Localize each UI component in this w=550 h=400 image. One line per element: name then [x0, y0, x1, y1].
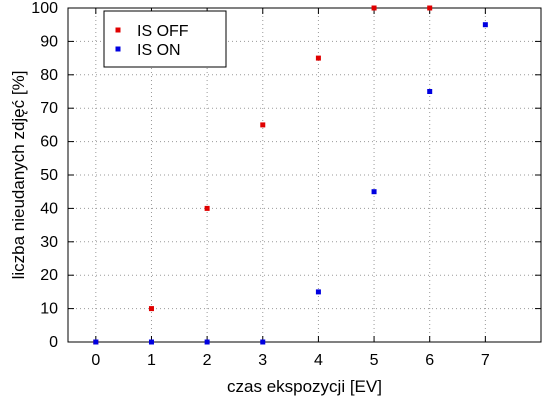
point-is-off-6: [427, 5, 433, 11]
legend-box: [103, 10, 227, 68]
x-tick-label-7: 7: [481, 352, 490, 369]
y-tick-label-90: 90: [40, 33, 58, 50]
y-tick-label-20: 20: [40, 267, 58, 284]
point-is-on-3: [260, 339, 266, 345]
point-is-on-4: [315, 289, 321, 295]
point-is-off-1: [148, 306, 154, 312]
point-is-on-6: [427, 89, 433, 94]
y-axis-label: liczba nieudanych zdjęć [%]: [9, 71, 28, 280]
y-tick-label-30: 30: [40, 234, 58, 251]
x-tick-label-3: 3: [258, 352, 267, 369]
point-is-on-0: [93, 339, 99, 345]
x-tick-label-4: 4: [314, 352, 323, 369]
point-is-off-4: [315, 55, 321, 61]
y-tick-label-70: 70: [40, 100, 58, 117]
legend-marker-is-off: [115, 27, 121, 33]
y-tick-label-40: 40: [40, 200, 58, 217]
y-tick-label-60: 60: [40, 134, 58, 151]
x-tick-label-0: 0: [91, 352, 100, 369]
y-tick-label-80: 80: [40, 67, 58, 84]
legend: IS OFF IS ON: [103, 10, 227, 68]
point-is-on-1: [148, 339, 154, 345]
y-tick-label-0: 0: [49, 334, 58, 351]
x-tick-label-6: 6: [425, 352, 434, 369]
y-tick-label-50: 50: [40, 167, 58, 184]
x-tick-label-1: 1: [147, 352, 156, 369]
y-tick-label-100: 100: [31, 0, 58, 17]
point-is-off-2: [204, 205, 210, 211]
point-is-on-7: [482, 22, 488, 28]
x-tick-label-2: 2: [203, 352, 212, 369]
data-points: [93, 5, 488, 345]
x-tick-label-5: 5: [370, 352, 379, 369]
point-is-on-2: [204, 339, 210, 345]
legend-label-is-on: IS ON: [137, 42, 181, 59]
legend-marker-is-on: [115, 46, 121, 52]
point-is-off-5: [371, 5, 377, 11]
point-is-off-3: [260, 122, 266, 128]
grid: [68, 8, 541, 342]
y-tick-label-10: 10: [40, 301, 58, 318]
x-axis-label: czas ekspozycji [EV]: [227, 377, 382, 396]
legend-label-is-off: IS OFF: [137, 23, 189, 40]
point-is-on-5: [371, 189, 377, 195]
